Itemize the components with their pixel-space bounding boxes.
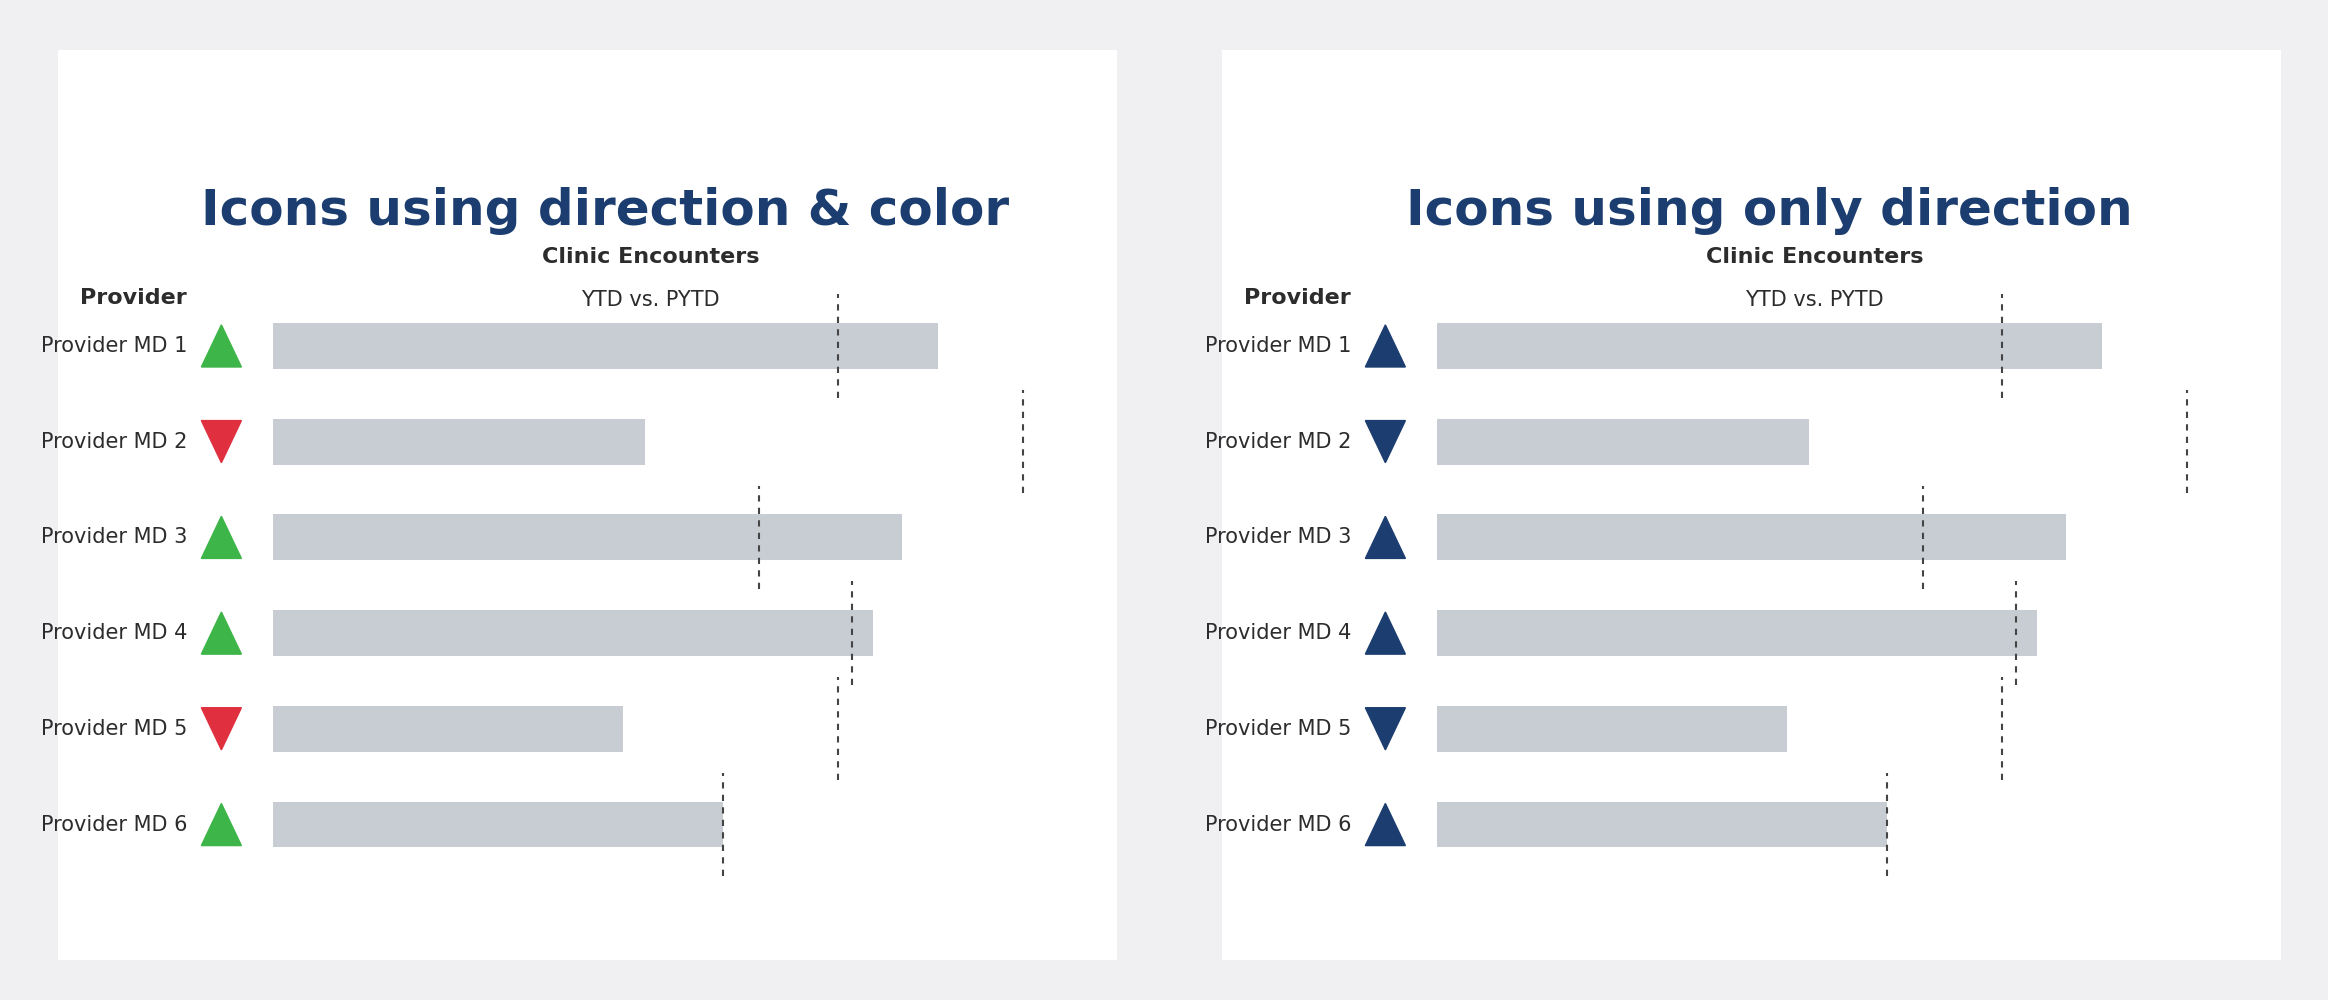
Polygon shape [200, 421, 242, 463]
Title: Icons using direction & color: Icons using direction & color [200, 187, 1010, 235]
Text: Clinic Encounters: Clinic Encounters [1706, 247, 1923, 267]
Bar [1436, 419, 1809, 465]
Polygon shape [1364, 325, 1406, 367]
Text: Provider MD 2: Provider MD 2 [40, 432, 186, 452]
Polygon shape [200, 516, 242, 558]
Text: Provider: Provider [79, 288, 186, 308]
Text: YTD vs. PYTD: YTD vs. PYTD [582, 290, 719, 310]
Bar [1436, 610, 2037, 656]
Bar [272, 323, 938, 369]
Polygon shape [1364, 516, 1406, 558]
Text: YTD vs. PYTD: YTD vs. PYTD [1746, 290, 1883, 310]
Bar [1436, 514, 2065, 560]
Polygon shape [200, 325, 242, 367]
Bar [1436, 706, 1788, 752]
Text: Provider MD 5: Provider MD 5 [40, 719, 186, 739]
Bar [272, 610, 873, 656]
Bar [272, 706, 624, 752]
Text: Provider MD 4: Provider MD 4 [40, 623, 186, 643]
Text: Provider MD 6: Provider MD 6 [40, 815, 186, 835]
Title: Icons using only direction: Icons using only direction [1406, 187, 2132, 235]
Polygon shape [1364, 612, 1406, 654]
Polygon shape [200, 612, 242, 654]
Text: Provider MD 3: Provider MD 3 [40, 527, 186, 547]
Text: Provider MD 6: Provider MD 6 [1204, 815, 1350, 835]
Polygon shape [200, 803, 242, 846]
Text: Provider MD 1: Provider MD 1 [1204, 336, 1350, 356]
Text: Provider MD 4: Provider MD 4 [1204, 623, 1350, 643]
Polygon shape [1364, 708, 1406, 750]
Text: Provider MD 3: Provider MD 3 [1204, 527, 1350, 547]
Text: Provider MD 1: Provider MD 1 [40, 336, 186, 356]
Polygon shape [1364, 803, 1406, 846]
Bar [272, 419, 645, 465]
Bar [272, 514, 901, 560]
Polygon shape [200, 708, 242, 750]
Bar [1436, 802, 1888, 847]
Polygon shape [1364, 421, 1406, 463]
Bar [1436, 323, 2102, 369]
Text: Provider MD 5: Provider MD 5 [1204, 719, 1350, 739]
Text: Provider: Provider [1243, 288, 1350, 308]
Text: Provider MD 2: Provider MD 2 [1204, 432, 1350, 452]
Text: Clinic Encounters: Clinic Encounters [542, 247, 759, 267]
Bar [272, 802, 724, 847]
